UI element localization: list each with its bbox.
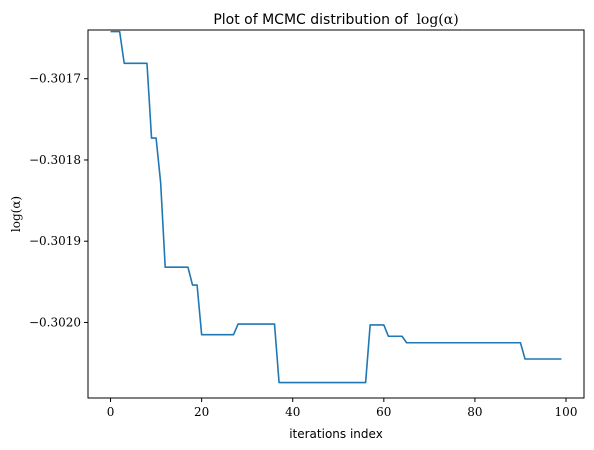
y-tick-label: −0.3020 <box>29 315 81 329</box>
y-tick-label: −0.3018 <box>29 153 81 167</box>
x-axis-label: iterations index <box>289 427 383 441</box>
axes-frame <box>87 29 585 399</box>
chart-title-math: log(α) <box>416 12 458 28</box>
y-tick-label: −0.3019 <box>29 234 81 248</box>
x-tick-label: 80 <box>467 405 482 419</box>
y-axis-label: log(α) <box>9 196 23 232</box>
y-tick-label: −0.3017 <box>29 72 81 86</box>
x-tick-label: 40 <box>285 405 300 419</box>
chart-title: Plot of MCMC distribution of log(α) <box>213 12 458 28</box>
y-axis-ticks: −0.3017 −0.3018 −0.3019 −0.3020 <box>29 72 88 329</box>
x-tick-label: 60 <box>376 405 391 419</box>
x-tick-label: 20 <box>194 405 209 419</box>
x-tick-label: 0 <box>107 405 115 419</box>
x-tick-label: 100 <box>555 405 578 419</box>
plot-area <box>110 30 562 384</box>
chart-title-text: Plot of MCMC distribution of <box>213 12 409 28</box>
series-line-0 <box>110 30 562 384</box>
x-axis-ticks: 0 20 40 60 80 100 <box>107 398 578 419</box>
